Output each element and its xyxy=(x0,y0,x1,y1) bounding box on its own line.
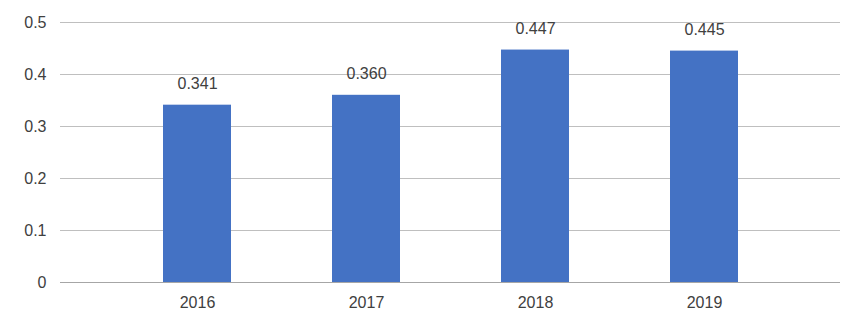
svg-text:0.2: 0.2 xyxy=(24,170,46,187)
svg-text:2019: 2019 xyxy=(687,294,723,311)
svg-text:0.447: 0.447 xyxy=(515,20,555,37)
svg-text:0.445: 0.445 xyxy=(684,21,724,38)
svg-text:0.3: 0.3 xyxy=(24,118,46,135)
svg-text:0: 0 xyxy=(38,274,47,291)
svg-text:0.341: 0.341 xyxy=(177,75,217,92)
svg-text:0.360: 0.360 xyxy=(346,65,386,82)
svg-text:0.5: 0.5 xyxy=(24,14,46,31)
svg-text:0.1: 0.1 xyxy=(24,222,46,239)
svg-text:2016: 2016 xyxy=(180,294,216,311)
svg-text:2017: 2017 xyxy=(349,294,385,311)
svg-text:0.4: 0.4 xyxy=(24,66,46,83)
svg-text:2018: 2018 xyxy=(518,294,554,311)
